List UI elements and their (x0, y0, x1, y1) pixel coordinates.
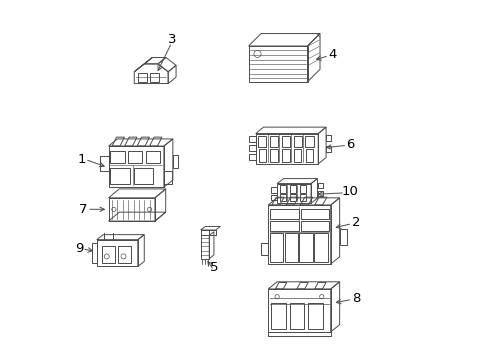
Bar (300, 185, 306, 193)
Text: 5: 5 (210, 261, 218, 274)
Text: 7: 7 (79, 203, 88, 216)
Bar (249, 154, 256, 160)
Bar (271, 195, 277, 201)
Text: 2: 2 (352, 216, 361, 229)
Bar (258, 136, 267, 147)
Text: 3: 3 (168, 33, 176, 46)
Bar (270, 233, 283, 262)
Bar (300, 194, 306, 202)
Bar (259, 149, 266, 162)
Bar (290, 303, 304, 329)
Bar (294, 136, 302, 147)
Bar (299, 233, 313, 262)
Bar (110, 151, 124, 163)
Bar (146, 151, 160, 163)
Text: 4: 4 (328, 49, 337, 62)
Bar (282, 149, 290, 162)
Bar (271, 303, 286, 329)
Text: 8: 8 (352, 292, 361, 305)
Bar (318, 183, 322, 188)
Bar (290, 185, 296, 193)
Bar (249, 145, 256, 152)
Bar (110, 168, 130, 184)
Bar (270, 209, 299, 219)
Bar (318, 191, 322, 197)
Bar (308, 303, 323, 329)
Bar (280, 194, 286, 202)
Bar (271, 187, 277, 193)
Bar (128, 151, 143, 163)
Bar (294, 149, 301, 162)
Bar (300, 221, 329, 231)
Text: 10: 10 (341, 185, 358, 198)
Bar (285, 233, 298, 262)
Bar (340, 229, 347, 245)
Text: 1: 1 (77, 153, 86, 166)
Bar (268, 332, 331, 336)
Text: 9: 9 (74, 242, 83, 256)
Bar (102, 246, 115, 263)
Bar (290, 194, 296, 202)
Text: 6: 6 (346, 138, 355, 151)
Bar (134, 168, 153, 184)
Bar (314, 233, 327, 262)
Bar (280, 185, 286, 193)
Bar (326, 146, 331, 152)
Bar (326, 135, 331, 141)
Bar (270, 221, 299, 231)
Bar (305, 136, 314, 147)
Bar (306, 149, 313, 162)
Bar (138, 73, 147, 82)
Bar (164, 171, 172, 184)
Bar (282, 136, 290, 147)
Bar (270, 149, 278, 162)
Bar (300, 209, 329, 219)
Bar (249, 136, 256, 143)
Bar (118, 246, 131, 263)
Bar (270, 136, 278, 147)
Bar (150, 73, 159, 82)
